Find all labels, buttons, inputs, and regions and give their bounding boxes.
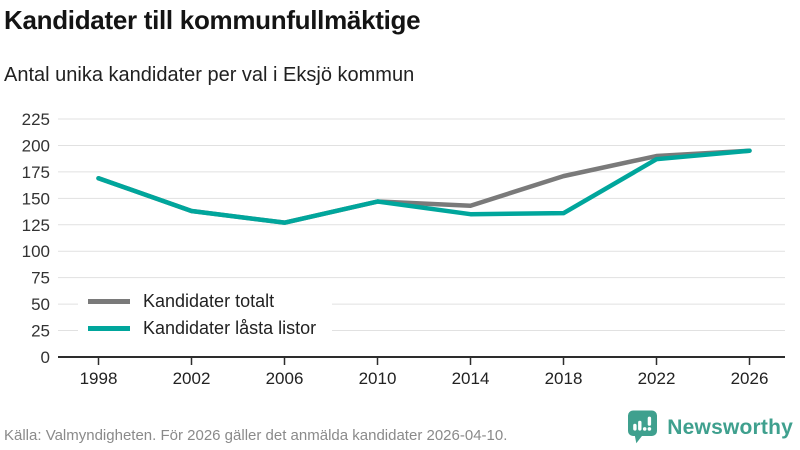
legend-item-lasta-listor: Kandidater låsta listor	[88, 315, 316, 342]
newsworthy-logo: Newsworthy	[626, 409, 793, 446]
legend-label-totalt: Kandidater totalt	[143, 291, 275, 311]
line-chart: 0 25 50 75 100 125 150 175 200 225 1998 2002 2006 201…	[0, 100, 800, 400]
newsworthy-wordmark: Newsworthy	[667, 415, 793, 439]
y-tick-label: 225	[22, 110, 50, 129]
y-tick-label: 200	[22, 136, 50, 155]
y-tick-label: 75	[31, 269, 50, 288]
source-note: Källa: Valmyndigheten. För 2026 gäller d…	[4, 427, 508, 444]
legend: Kandidater totalt Kandidater låsta listo…	[78, 285, 333, 345]
y-tick-label: 150	[22, 189, 50, 208]
x-tick-label: 2018	[545, 369, 583, 388]
plot-area: 0 25 50 75 100 125 150 175 200 225 1998 2002 2006 201…	[22, 110, 785, 388]
newsworthy-speech-bubble-bar-chart-icon	[628, 410, 658, 444]
legend-label-lasta-listor: Kandidater låsta listor	[143, 318, 317, 338]
x-tick-label: 1998	[80, 369, 118, 388]
y-tick-label: 100	[22, 242, 50, 261]
legend-item-totalt: Kandidater totalt	[88, 288, 316, 315]
legend-swatch-totalt	[88, 299, 130, 304]
x-tick-label: 2026	[731, 369, 769, 388]
series-line-kandidater-l-sta-listor	[96, 148, 752, 225]
x-tick-label: 2010	[359, 369, 397, 388]
legend-swatch-lasta-listor	[88, 326, 130, 331]
chart-subtitle: Antal unika kandidater per val i Eksjö k…	[4, 64, 415, 86]
y-tick-label: 175	[22, 163, 50, 182]
x-tick-label: 2006	[266, 369, 304, 388]
chart-title: Kandidater till kommunfullmäktige	[4, 5, 421, 35]
x-tick-label: 2014	[452, 369, 490, 388]
y-tick-label: 125	[22, 216, 50, 235]
y-tick-label: 25	[31, 322, 50, 341]
y-tick-label: 0	[41, 348, 50, 367]
x-tick-label: 2002	[173, 369, 211, 388]
y-tick-label: 50	[31, 295, 50, 314]
x-tick-label: 2022	[638, 369, 676, 388]
